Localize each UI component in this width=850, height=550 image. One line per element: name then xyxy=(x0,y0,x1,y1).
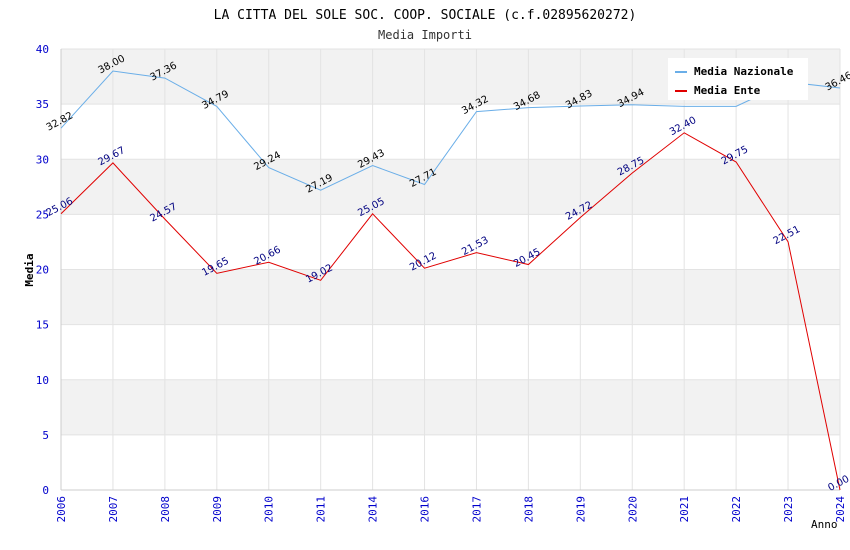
plot-band xyxy=(61,159,840,215)
x-tick-label: 2023 xyxy=(782,496,795,523)
plot-band xyxy=(61,379,840,435)
y-tick-label: 40 xyxy=(36,43,49,56)
y-tick-label: 15 xyxy=(36,319,49,332)
x-axis-ticks: 2006 2007 2008 2009 2010 2011 2014 2016 2017 2018… xyxy=(55,496,847,523)
x-tick-label: 2014 xyxy=(367,496,380,523)
y-axis-label: Media xyxy=(23,253,36,286)
x-tick-label: 2010 xyxy=(263,496,276,523)
x-axis-label: Anno xyxy=(811,518,838,531)
x-tick-label: 2020 xyxy=(626,496,639,523)
legend-label-media-ente: Media Ente xyxy=(694,84,761,97)
x-tick-label: 2019 xyxy=(574,496,587,523)
series-line-media-nazionale xyxy=(60,70,841,191)
x-tick-label: 2009 xyxy=(211,496,224,523)
y-tick-label: 20 xyxy=(36,264,49,277)
plot-band xyxy=(61,104,840,160)
legend-box xyxy=(668,58,808,100)
x-tick-label: 2007 xyxy=(107,496,120,523)
x-tick-label: 2011 xyxy=(315,496,328,523)
x-tick-label: 2021 xyxy=(678,496,691,523)
x-tick-label: 2022 xyxy=(730,496,743,523)
y-tick-label: 30 xyxy=(36,153,49,166)
series-lines xyxy=(60,70,841,491)
x-tick-label: 2017 xyxy=(470,496,483,523)
y-tick-label: 0 xyxy=(42,484,49,497)
x-tick-label: 2018 xyxy=(522,496,535,523)
x-tick-label: 2008 xyxy=(159,496,172,523)
plot-band xyxy=(61,269,840,325)
plot-band xyxy=(61,324,840,380)
legend: Media Nazionale Media Ente xyxy=(668,58,808,100)
series-line-media-ente xyxy=(60,132,841,491)
y-tick-label: 5 xyxy=(42,429,49,442)
plot-band xyxy=(61,434,840,490)
y-tick-label: 10 xyxy=(36,374,49,387)
y-axis-ticks: 0 5 10 15 20 25 30 35 40 xyxy=(36,43,49,497)
chart-title: LA CITTA DEL SOLE SOC. COOP. SOCIALE (c.… xyxy=(214,8,637,23)
y-tick-label: 25 xyxy=(36,208,49,221)
chart-subtitle: Media Importi xyxy=(378,28,472,42)
x-tick-label: 2006 xyxy=(55,496,68,523)
plot-band xyxy=(61,214,840,270)
legend-label-media-nazionale: Media Nazionale xyxy=(694,65,794,78)
y-tick-label: 35 xyxy=(36,98,49,111)
x-tick-label: 2016 xyxy=(419,496,432,523)
x-tick-label: 2024 xyxy=(834,496,847,523)
